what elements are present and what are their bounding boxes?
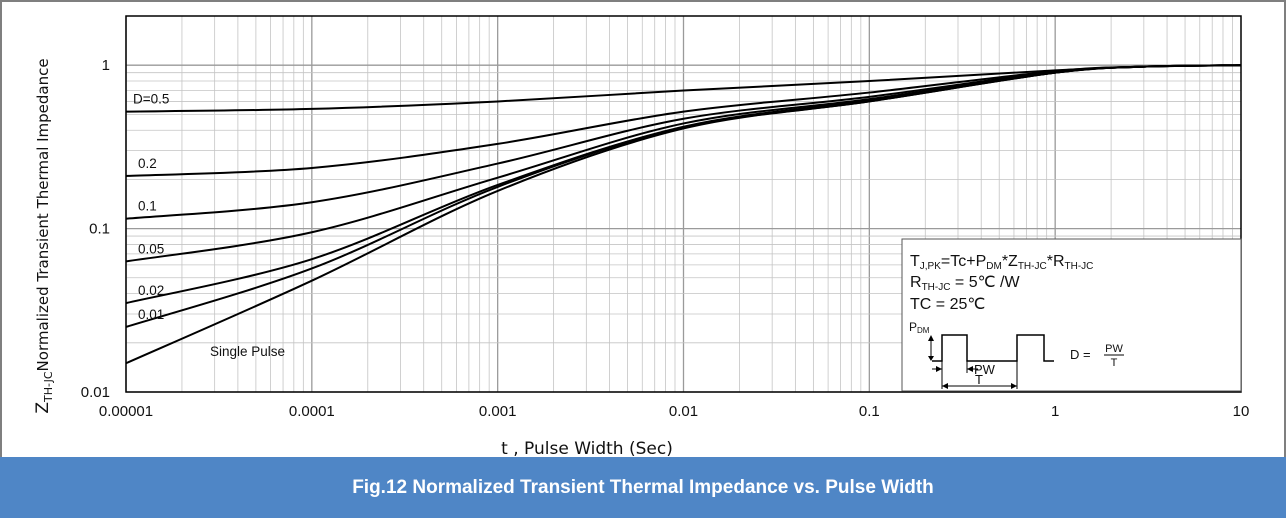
annotation-box: TJ,PK=Tc+PDM*ZTH-JC*RTH-JC RTH-JC = 5℃ /… xyxy=(901,238,1242,392)
y-tick-label: 1 xyxy=(102,57,110,74)
pw-label: PW xyxy=(974,362,996,377)
rth-r-sub: TH-JC xyxy=(922,282,951,293)
rth-value: = 5℃ /W xyxy=(950,274,1020,291)
formula-p-sub: DM xyxy=(986,261,1002,272)
pulse-p-label: PDM xyxy=(909,320,930,335)
series-label-4: 0.02 xyxy=(138,283,164,298)
pdm-arrow-up xyxy=(928,335,934,341)
x-tick-label: 0.1 xyxy=(859,403,880,420)
formula-z-sub: TH-JC xyxy=(1018,261,1047,272)
t-arrow-left xyxy=(942,383,948,389)
duty-numerator: PW xyxy=(1105,343,1123,355)
series-label-3: 0.05 xyxy=(138,241,164,256)
pw-arrow-head-right xyxy=(967,366,973,372)
duty-denominator: T xyxy=(1111,357,1118,369)
rth-r: R xyxy=(910,274,922,291)
x-tick-label: 10 xyxy=(1233,403,1250,420)
series-label-2: 0.1 xyxy=(138,199,157,214)
tick-labels: 0.00001 0.0001 0.001 0.01 0.1 1 10 0.01 0.1 1 xyxy=(81,57,1250,420)
series-group xyxy=(125,64,1242,365)
series-label-0: D=0.5 xyxy=(133,92,169,107)
x-tick-label: 1 xyxy=(1051,403,1059,420)
rth-text: RTH-JC = 5℃ /W xyxy=(910,274,1020,293)
formula-r-sub: TH-JC xyxy=(1065,261,1094,272)
pdm-arrow-down xyxy=(928,356,934,361)
x-tick-label: 0.0001 xyxy=(289,403,335,420)
x-tick-label: 0.001 xyxy=(479,403,517,420)
y-axis-text: Normalized Transient Thermal Impedance xyxy=(34,58,52,371)
y-tick-label: 0.01 xyxy=(81,384,110,401)
formula-text: TJ,PK=Tc+PDM*ZTH-JC*RTH-JC xyxy=(910,253,1093,272)
y-tick-label: 0.1 xyxy=(89,221,110,238)
t-label: T xyxy=(975,372,983,387)
series-line-6 xyxy=(125,64,1242,365)
series-label-6: Single Pulse xyxy=(210,344,285,359)
pulse-p-sub: DM xyxy=(917,326,930,335)
plot-area xyxy=(125,15,1242,393)
duty-lhs: D = xyxy=(1070,347,1091,362)
y-axis-title: ZTH-JCNormalized Transient Thermal Imped… xyxy=(33,58,55,413)
series-labels: D=0.5 0.2 0.1 0.05 0.02 0.01 Single Pulse xyxy=(133,92,285,359)
x-axis-title: t , Pulse Width (Sec) xyxy=(501,439,673,459)
formula-eq1: =Tc+P xyxy=(941,253,986,270)
t-arrow-right xyxy=(1011,383,1017,389)
annotation-background xyxy=(901,238,1242,392)
formula-t: T xyxy=(910,253,920,270)
formula-star2: *R xyxy=(1047,253,1065,270)
series-label-1: 0.2 xyxy=(138,156,157,171)
pulse-p: P xyxy=(909,320,917,334)
figure-caption: Fig.12 Normalized Transient Thermal Impe… xyxy=(352,476,934,498)
y-axis-prefix-sub: TH-JC xyxy=(42,371,55,403)
x-tick-label: 0.00001 xyxy=(99,403,153,420)
series-label-5: 0.01 xyxy=(138,307,164,322)
pw-arrow-head-left xyxy=(936,366,942,372)
x-tick-label: 0.01 xyxy=(669,403,698,420)
formula-star1: *Z xyxy=(1002,253,1018,270)
tc-text: TC = 25℃ xyxy=(910,296,985,313)
formula-t-sub: J,PK xyxy=(920,261,941,272)
pulse-waveform xyxy=(932,334,1054,362)
figure-caption-bar: Fig.12 Normalized Transient Thermal Impe… xyxy=(0,457,1286,518)
y-axis-prefix: Z xyxy=(33,402,53,414)
